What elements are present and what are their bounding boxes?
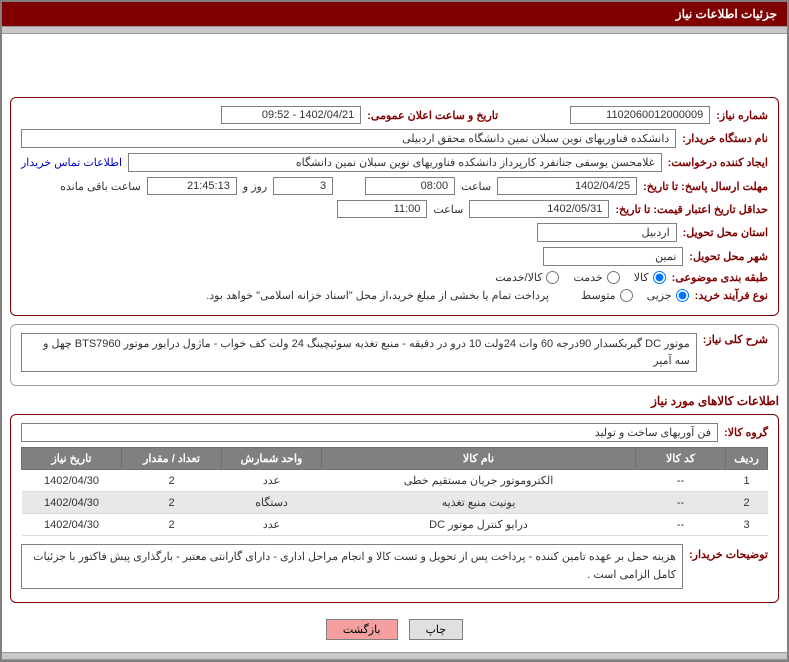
row-need-desc: شرح کلی نیاز: موتور DC گیربکسدار 90درجه …: [21, 333, 768, 372]
requester-field: غلامحسن یوسفی جنانفرد کارپرداز دانشکده ف…: [128, 153, 662, 172]
buyer-contact-link[interactable]: اطلاعات تماس خریدار: [21, 156, 122, 169]
row-group: گروه کالا: فن آوریهای ساخت و تولید: [21, 423, 768, 442]
remain-label: ساعت باقی مانده: [60, 180, 141, 193]
table-row: 2--یونیت منبع تغذیهدستگاه21402/04/30: [22, 492, 768, 514]
buyer-org-label: نام دستگاه خریدار:: [682, 132, 768, 145]
requester-label: ایجاد کننده درخواست:: [668, 156, 768, 169]
th-unit: واحد شمارش: [222, 448, 322, 470]
days-left-field: 3: [273, 177, 333, 195]
need-no-field: 1102060012000009: [570, 106, 710, 124]
radio-kalakhedmat[interactable]: [546, 271, 559, 284]
title-bar: جزئیات اطلاعات نیاز: [2, 2, 787, 26]
radio-kala[interactable]: [653, 271, 666, 284]
back-button[interactable]: بازگشت: [326, 619, 398, 640]
row-valid: حداقل تاریخ اعتبار قیمت: تا تاریخ: 1402/…: [21, 200, 768, 218]
announce-label: تاریخ و ساعت اعلان عمومی:: [367, 109, 498, 122]
province-field: اردبیل: [537, 223, 677, 242]
radio-motavaset[interactable]: [620, 289, 633, 302]
need-desc-label: شرح کلی نیاز:: [703, 333, 768, 346]
bottom-band: [2, 652, 787, 660]
th-qty: تعداد / مقدار: [122, 448, 222, 470]
radio-motavaset-label: متوسط: [581, 289, 616, 302]
radio-khedmat[interactable]: [607, 271, 620, 284]
table-row: 3--درایو کنترل موتور DCعدد21402/04/30: [22, 514, 768, 536]
table-cell: 1402/04/30: [22, 470, 122, 492]
row-resp-deadline: مهلت ارسال پاسخ: تا تاریخ: 1402/04/25 سا…: [21, 177, 768, 195]
table-cell: --: [636, 470, 726, 492]
resp-date-field: 1402/04/25: [497, 177, 637, 195]
table-cell: الکتروموتور جریان مستقیم خطی: [322, 470, 636, 492]
buytype-label: نوع فرآیند خرید:: [695, 289, 768, 302]
button-bar: چاپ بازگشت: [10, 611, 779, 644]
table-cell: عدد: [222, 514, 322, 536]
content: ariatender.net شماره نیاز: 1102060012000…: [2, 34, 787, 652]
class-label: طبقه بندی موضوعی:: [672, 271, 768, 284]
province-label: استان محل تحویل:: [683, 226, 768, 239]
valid-time-field: 11:00: [337, 200, 427, 218]
city-field: نمین: [543, 247, 683, 266]
radio-khedmat-label: خدمت: [573, 271, 602, 284]
need-desc-field: موتور DC گیربکسدار 90درجه 60 وات 24ولت 1…: [21, 333, 697, 372]
items-table: ردیف کد کالا نام کالا واحد شمارش تعداد /…: [21, 447, 768, 536]
buytype-radio-group: جزیی متوسط: [581, 289, 689, 302]
days-and-label: روز و: [243, 180, 267, 193]
time-label-2: ساعت: [433, 203, 463, 216]
class-radio-group: کالا خدمت کالا/خدمت: [495, 271, 665, 284]
resp-deadline-label: مهلت ارسال پاسخ: تا تاریخ:: [643, 180, 768, 193]
top-band: [2, 26, 787, 34]
th-code: کد کالا: [636, 448, 726, 470]
table-cell: 2: [122, 514, 222, 536]
row-buyer-notes: توضیحات خریدار: هزینه حمل بر عهده تامین …: [21, 544, 768, 589]
table-cell: 2: [122, 492, 222, 514]
items-panel: گروه کالا: فن آوریهای ساخت و تولید ردیف …: [10, 414, 779, 603]
resp-time-field: 08:00: [365, 177, 455, 195]
table-cell: 3: [726, 514, 768, 536]
table-cell: 2: [726, 492, 768, 514]
row-class: طبقه بندی موضوعی: کالا خدمت کالا/خدمت: [21, 271, 768, 284]
table-cell: دستگاه: [222, 492, 322, 514]
th-name: نام کالا: [322, 448, 636, 470]
radio-kalakhedmat-label: کالا/خدمت: [495, 271, 542, 284]
buyer-notes-label: توضیحات خریدار:: [689, 544, 768, 561]
group-field: فن آوریهای ساخت و تولید: [21, 423, 718, 442]
radio-jozi[interactable]: [676, 289, 689, 302]
need-no-label: شماره نیاز:: [716, 109, 768, 122]
row-city: شهر محل تحویل: نمین: [21, 247, 768, 266]
valid-date-field: 1402/05/31: [469, 200, 609, 218]
table-cell: 1402/04/30: [22, 492, 122, 514]
valid-label: حداقل تاریخ اعتبار قیمت: تا تاریخ:: [615, 203, 768, 216]
print-button[interactable]: چاپ: [409, 619, 464, 640]
items-section-title: اطلاعات کالاهای مورد نیاز: [10, 394, 779, 408]
city-label: شهر محل تحویل:: [689, 250, 768, 263]
th-row: ردیف: [726, 448, 768, 470]
time-label-1: ساعت: [461, 180, 491, 193]
table-row: 1--الکتروموتور جریان مستقیم خطیعدد21402/…: [22, 470, 768, 492]
table-cell: 1: [726, 470, 768, 492]
table-cell: یونیت منبع تغذیه: [322, 492, 636, 514]
table-cell: --: [636, 492, 726, 514]
payment-note: پرداخت تمام یا بخشی از مبلغ خرید،از محل …: [206, 289, 549, 302]
row-need-no: شماره نیاز: 1102060012000009 تاریخ و ساع…: [21, 106, 768, 124]
row-buytype: نوع فرآیند خرید: جزیی متوسط پرداخت تمام …: [21, 289, 768, 302]
table-cell: درایو کنترل موتور DC: [322, 514, 636, 536]
th-date: تاریخ نیاز: [22, 448, 122, 470]
countdown-field: 21:45:13: [147, 177, 237, 195]
items-header-row: ردیف کد کالا نام کالا واحد شمارش تعداد /…: [22, 448, 768, 470]
radio-kala-label: کالا: [634, 271, 649, 284]
table-cell: 1402/04/30: [22, 514, 122, 536]
row-buyer-org: نام دستگاه خریدار: دانشکده فناوریهای نوی…: [21, 129, 768, 148]
buyer-notes-field: هزینه حمل بر عهده تامین کننده - پرداخت پ…: [21, 544, 683, 589]
need-info-panel: شماره نیاز: 1102060012000009 تاریخ و ساع…: [10, 97, 779, 316]
table-cell: --: [636, 514, 726, 536]
group-label: گروه کالا:: [724, 426, 768, 439]
radio-jozi-label: جزیی: [647, 289, 672, 302]
main-frame: جزئیات اطلاعات نیاز ariatender.net شماره…: [0, 0, 789, 662]
table-cell: 2: [122, 470, 222, 492]
announce-field: 1402/04/21 - 09:52: [221, 106, 361, 124]
need-desc-panel: شرح کلی نیاز: موتور DC گیربکسدار 90درجه …: [10, 324, 779, 386]
buyer-org-field: دانشکده فناوریهای نوین سبلان نمین دانشگا…: [21, 129, 676, 148]
table-cell: عدد: [222, 470, 322, 492]
row-requester: ایجاد کننده درخواست: غلامحسن یوسفی جنانف…: [21, 153, 768, 172]
row-province: استان محل تحویل: اردبیل: [21, 223, 768, 242]
